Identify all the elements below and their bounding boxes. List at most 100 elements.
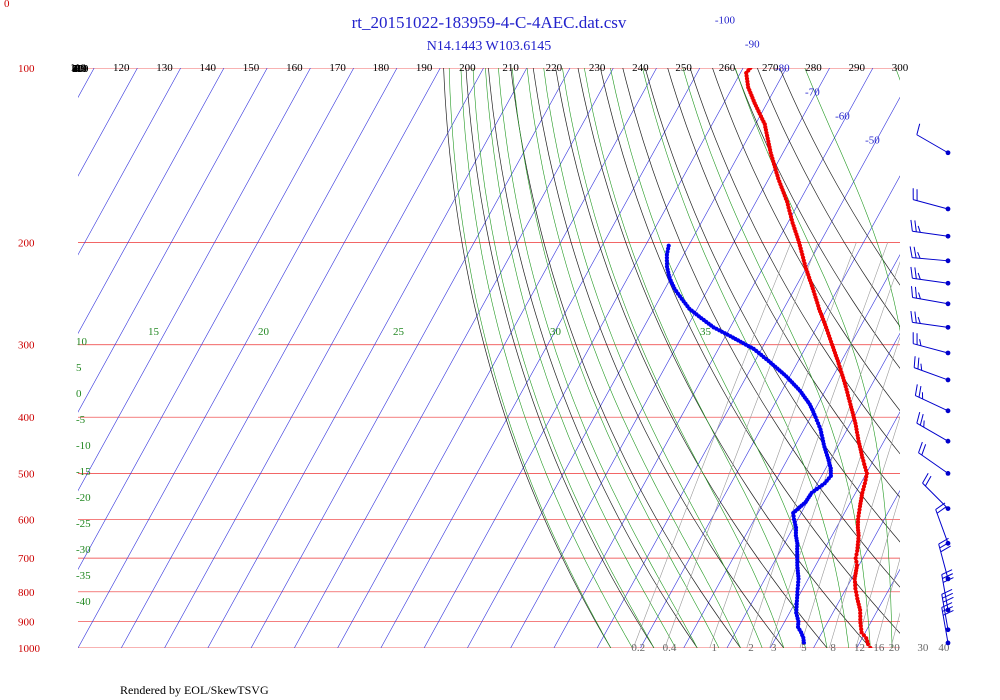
moist-adiabat-line [526,68,741,648]
wind-barb-staff [916,422,949,442]
temperature-point [807,20,811,24]
wind-barb-feather [914,311,917,323]
wind-barb [916,412,951,444]
wind-barb [912,188,951,212]
temperature-point [853,586,858,591]
dry-adiabat-label: -40 [72,63,87,75]
wind-barb-feather [941,602,953,608]
isotherm-label: -80 [775,63,790,75]
temperature-point [802,24,806,28]
temperature-point [795,30,799,34]
moist-adiabat-label: -5 [76,414,86,426]
wind-barb-feather [941,588,953,595]
temperature-point [854,559,859,564]
wind-barb-feather [917,316,921,324]
temperature-point [858,611,863,616]
dry-adiabat-label: 30 [72,63,84,75]
dry-adiabat-line [689,68,900,455]
moist-adiabat-label: 30 [550,326,562,338]
wind-barb-feather [939,541,950,549]
mixing-ratio-label: 8 [830,642,836,654]
isotherm-line [769,411,900,648]
temperature-tick-label: 190 [416,62,433,74]
temperature-point [858,623,863,629]
wind-barb [910,219,951,239]
wind-barb-feather [911,286,914,298]
mixing-ratio-label: 20 [889,642,901,654]
isotherm-line [467,68,787,648]
mixing-ratio-line [920,243,1000,648]
temperature-point [810,15,814,19]
temperature-tick-label: 230 [589,62,606,74]
isotherm-line [596,96,900,648]
temperature-point [812,13,816,17]
dewpoint-point [795,595,800,601]
mixing-ratio-line [799,336,900,648]
temperature-tick-label: 290 [848,62,865,74]
dry-adiabat-label: -20 [72,63,87,75]
temperature-tick-label: 220 [546,62,563,74]
wind-barb [910,266,951,286]
pressure-tick-label: 800 [18,587,35,599]
temperature-point [863,477,868,483]
pressure-tick-label: 500 [18,468,35,480]
temperature-point [868,645,873,648]
pressure-tick-label: 200 [18,238,35,250]
dry-adiabat-label: 70 [72,63,84,75]
temperature-point [861,484,867,489]
temperature-point [764,52,768,56]
wind-barb [922,473,951,512]
temperature-point [752,61,756,65]
moist-adiabat-line [448,68,612,648]
dry-adiabat-line [577,68,871,648]
wind-barb [916,123,951,156]
wind-barb-feather [914,220,917,232]
wind-barb-feather [918,441,923,453]
wind-barb [914,384,951,414]
temperature-point [787,35,791,39]
temperature-tick-label: 300 [892,62,909,74]
wind-barb [941,602,954,646]
wind-barb-feather [936,506,947,514]
wind-barb-feather [938,537,949,545]
moist-adiabat-label: -20 [76,492,91,504]
temperature-point [768,48,772,52]
isotherm-line [250,68,571,648]
temperature-point [852,580,858,585]
wind-barb-staff [938,543,949,580]
mixing-ratio-label: 0.4 [663,642,677,654]
isotherm-line [943,68,1000,648]
wind-barb [913,356,951,383]
wind-barb-feather [942,592,953,599]
moist-adiabat-label: 20 [258,326,270,338]
wind-barb [911,286,951,307]
temperature-point [792,32,796,36]
moist-adiabat-label: 0 [76,388,82,400]
mixing-ratio-line [769,261,900,648]
dry-adiabat-line [510,68,741,648]
wind-barb [912,332,951,356]
chart-subtitle: N14.1443 W103.6145 [427,39,552,54]
temperature-point [854,552,859,557]
wind-barb-feather [919,414,924,426]
temperature-point [766,50,770,54]
isotherm-line [78,68,354,570]
isotherm-line [423,68,744,648]
isotherm-line [207,68,528,648]
dewpoint-point [664,261,670,266]
wind-barb-feather [921,444,927,456]
dewpoint-point [666,243,671,248]
line-labels: 1101009080706050403020100-10-20-30-40-11… [72,0,950,654]
isotherm-label: -70 [805,87,820,99]
moist-adiabat-label: -25 [76,518,91,530]
isotherm-line [337,68,657,648]
moist-adiabat-line [895,68,900,81]
wind-barb-feather [940,545,951,553]
dewpoint-point [794,602,799,607]
isotherm-line [78,68,311,492]
dewpoint-point [795,586,800,591]
dewpoint-point [791,514,796,519]
pressure-tick-label: 400 [18,412,35,424]
